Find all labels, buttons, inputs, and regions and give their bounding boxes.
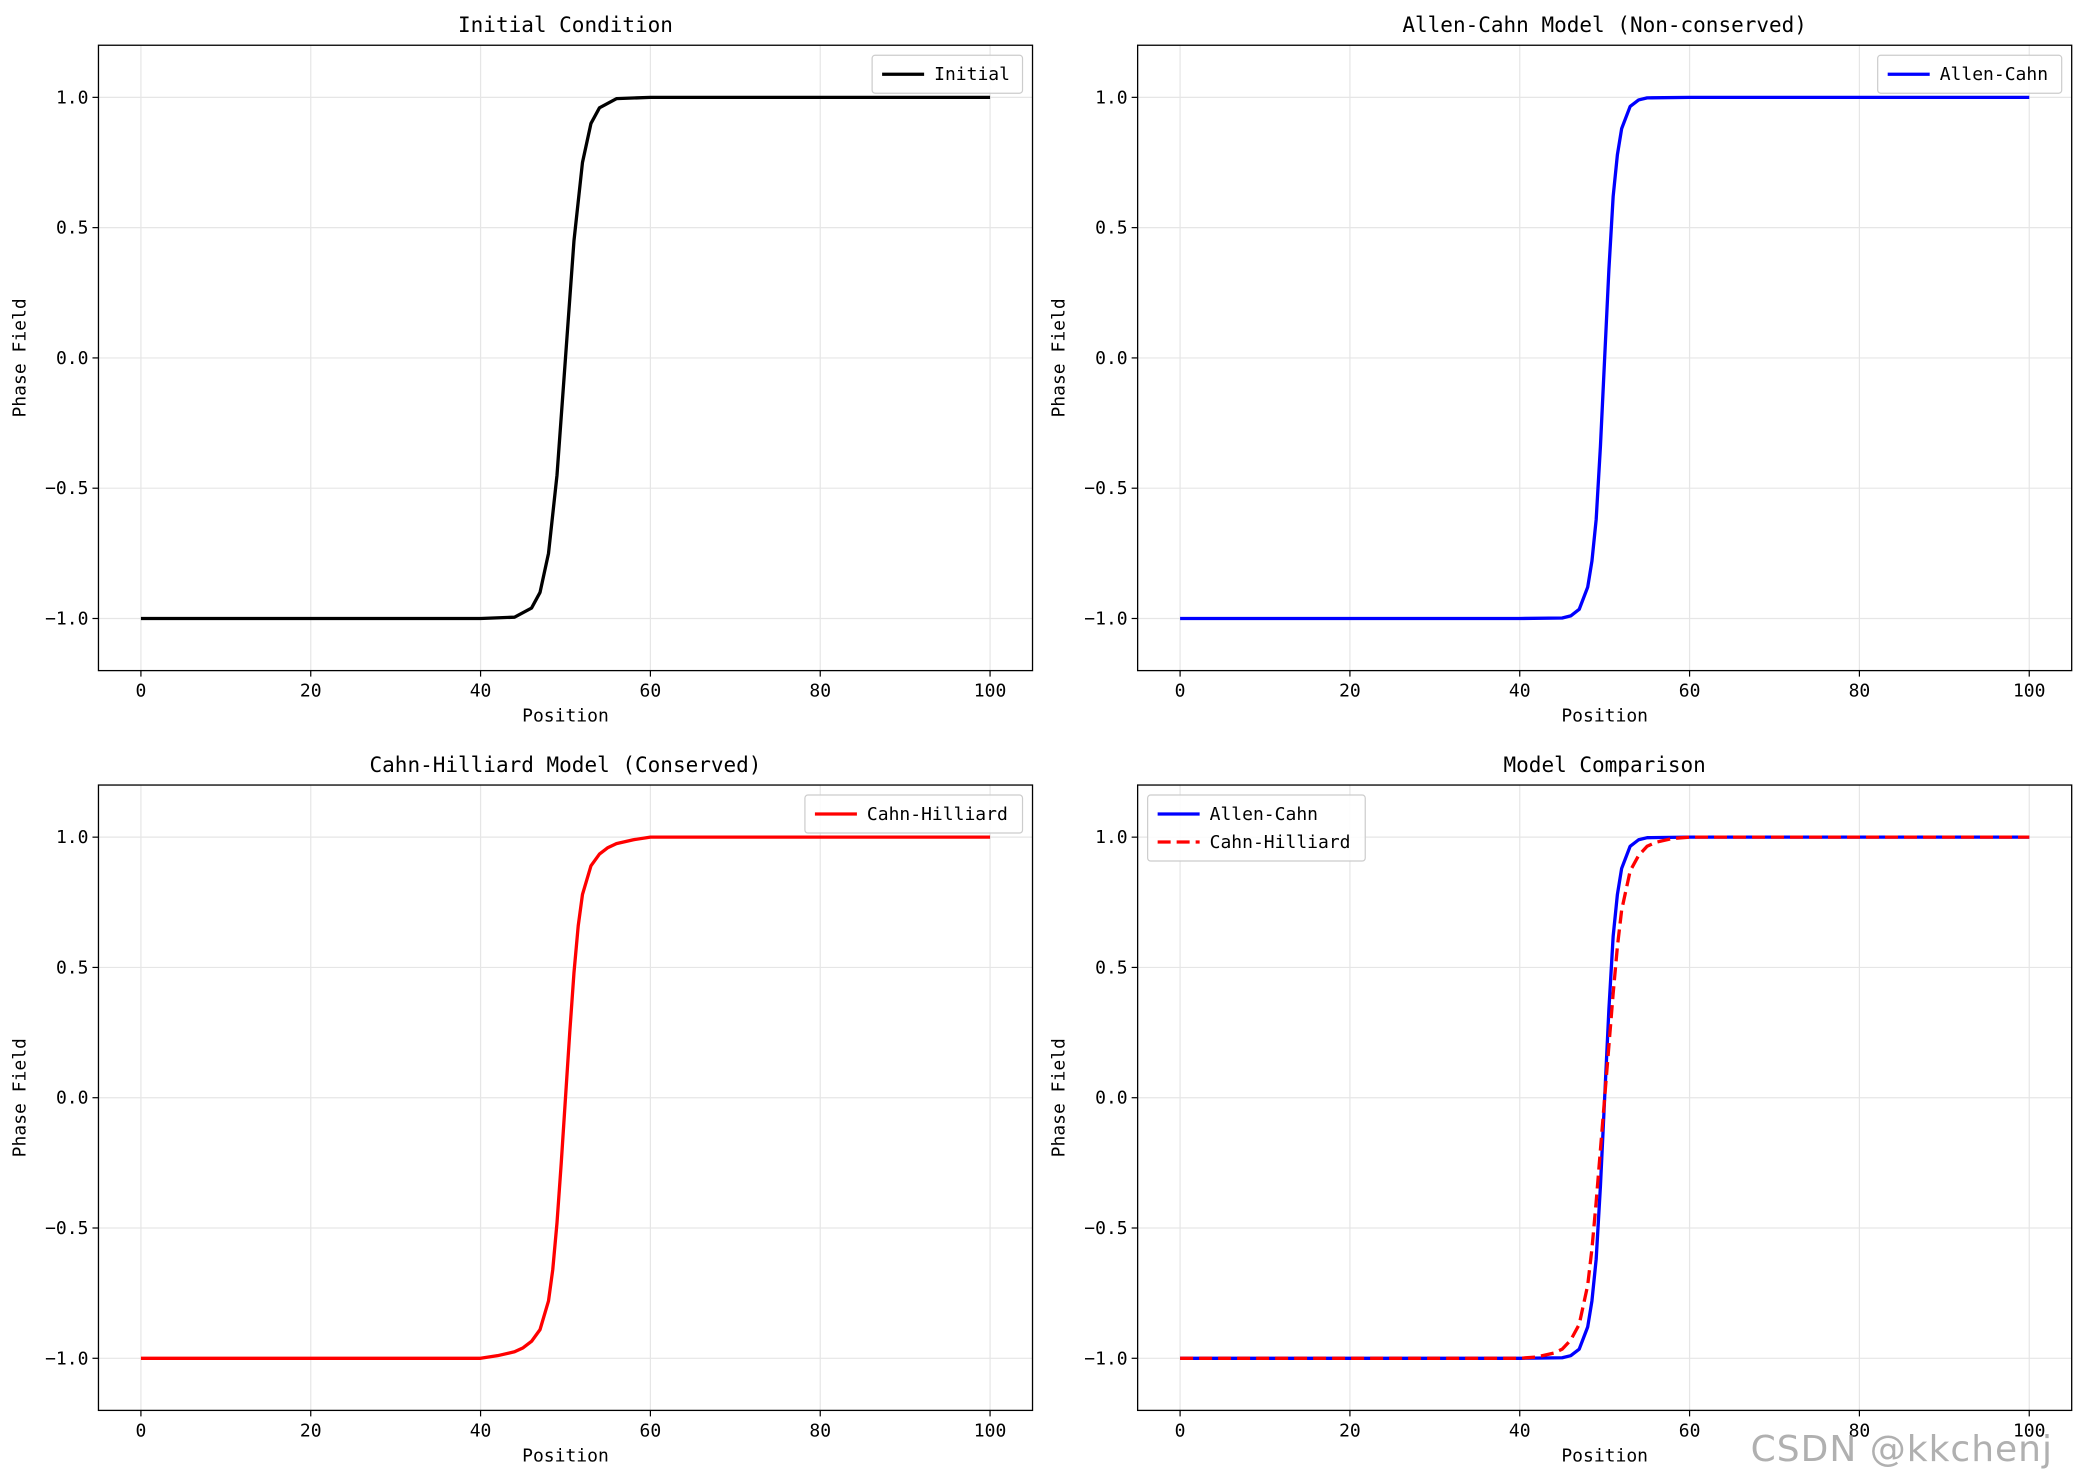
y-tick-label: −0.5 <box>45 1218 88 1239</box>
legend-box <box>871 54 1024 94</box>
series-line-allen-cahn <box>1180 835 2030 1360</box>
legend-label: Allen-Cahn <box>1940 64 2048 85</box>
x-tick-label: 60 <box>640 681 662 702</box>
legend: Cahn-Hilliard <box>804 794 1024 834</box>
panel-title: Cahn-Hilliard Model (Conserved) <box>370 753 762 777</box>
y-tick-label: 1.0 <box>56 87 89 108</box>
y-tick-label: 0.5 <box>56 218 89 239</box>
x-tick-label: 0 <box>1175 681 1186 702</box>
legend: Allen-Cahn Cahn-Hilliard <box>1147 794 1366 862</box>
legend-box <box>1877 54 2063 94</box>
y-axis-label: Phase Field <box>1049 298 1070 417</box>
x-tick-label: 40 <box>1509 1420 1531 1441</box>
x-tick-label: 100 <box>2013 1420 2046 1441</box>
y-axis-label: Phase Field <box>1049 1038 1070 1157</box>
y-tick-label: −1.0 <box>1084 1348 1127 1369</box>
panel-1: 0 20 40 60 80 100 −1.0 −0.5 0.0 0.5 1.0 Position Pha… <box>9 13 1034 727</box>
panel-2: 0 20 40 60 80 100 −1.0 −0.5 0.0 0.5 1.0 Position Pha… <box>1049 13 2073 727</box>
x-axis-label: Position <box>1561 1445 1648 1466</box>
y-tick-label: −0.5 <box>1084 478 1127 499</box>
x-tick-label: 60 <box>1679 1420 1701 1441</box>
x-tick-label: 100 <box>2013 681 2046 702</box>
panel-title: Model Comparison <box>1504 753 1706 777</box>
legend-box <box>1147 794 1366 862</box>
series-line-cahn-hilliard <box>140 835 991 1360</box>
x-tick-label: 0 <box>135 1420 146 1441</box>
y-tick-label: 1.0 <box>1095 827 1128 848</box>
x-tick-label: 80 <box>809 1420 831 1441</box>
x-tick-label: 0 <box>135 681 146 702</box>
y-tick-label: 1.0 <box>56 827 89 848</box>
x-tick-label: 20 <box>300 1420 322 1441</box>
y-tick-label: 0.0 <box>56 1088 89 1109</box>
y-tick-label: −0.5 <box>1084 1218 1127 1239</box>
x-tick-label: 0 <box>1175 1420 1186 1441</box>
series-line-allen-cahn <box>1180 95 2030 621</box>
y-tick-label: 0.0 <box>56 348 89 369</box>
x-tick-label: 20 <box>1339 1420 1361 1441</box>
y-axis-label: Phase Field <box>9 298 30 417</box>
x-tick-label: 40 <box>1509 681 1531 702</box>
x-tick-label: 60 <box>640 1420 662 1441</box>
x-tick-label: 100 <box>974 1420 1007 1441</box>
y-tick-label: 0.5 <box>1095 218 1128 239</box>
x-tick-label: 80 <box>1849 681 1871 702</box>
legend-label: Cahn-Hilliard <box>867 804 1008 825</box>
legend: Allen-Cahn <box>1877 54 2063 94</box>
x-tick-label: 60 <box>1679 681 1701 702</box>
y-tick-label: 1.0 <box>1095 87 1128 108</box>
legend-label: Cahn-Hilliard <box>1210 832 1351 853</box>
x-tick-label: 20 <box>1339 681 1361 702</box>
legend-label: Allen-Cahn <box>1210 804 1318 825</box>
y-tick-label: −1.0 <box>45 608 88 629</box>
legend-box <box>804 794 1024 834</box>
legend-label: Initial <box>934 64 1010 85</box>
legend: Initial <box>871 54 1024 94</box>
y-tick-label: −0.5 <box>45 478 88 499</box>
x-tick-label: 40 <box>470 1420 492 1441</box>
x-tick-label: 100 <box>974 681 1007 702</box>
x-tick-label: 80 <box>809 681 831 702</box>
panel-3: 0 20 40 60 80 100 −1.0 −0.5 0.0 0.5 1.0 Position Pha… <box>9 753 1034 1466</box>
y-tick-label: −1.0 <box>1084 608 1127 629</box>
y-tick-label: 0.5 <box>1095 957 1128 978</box>
y-tick-label: 0.5 <box>56 957 89 978</box>
watermark: CSDN @kkchenj <box>1750 1429 2053 1470</box>
y-axis-label: Phase Field <box>9 1038 30 1157</box>
y-tick-label: 0.0 <box>1095 348 1128 369</box>
x-axis-label: Position <box>522 706 609 727</box>
y-tick-label: −1.0 <box>45 1348 88 1369</box>
x-tick-label: 20 <box>300 681 322 702</box>
series-line-cahn-hilliard <box>1180 835 2030 1360</box>
y-tick-label: 0.0 <box>1095 1088 1128 1109</box>
x-tick-label: 40 <box>470 681 492 702</box>
series-line-initial <box>140 95 991 621</box>
panel-title: Allen-Cahn Model (Non-conserved) <box>1402 13 1807 37</box>
panel-4: 0 20 40 60 80 100 −1.0 −0.5 0.0 0.5 1.0 Position Pha… <box>1049 753 2073 1466</box>
x-axis-label: Position <box>1561 706 1648 727</box>
panel-title: Initial Condition <box>458 13 673 37</box>
x-axis-label: Position <box>522 1445 609 1466</box>
x-tick-label: 80 <box>1849 1420 1871 1441</box>
